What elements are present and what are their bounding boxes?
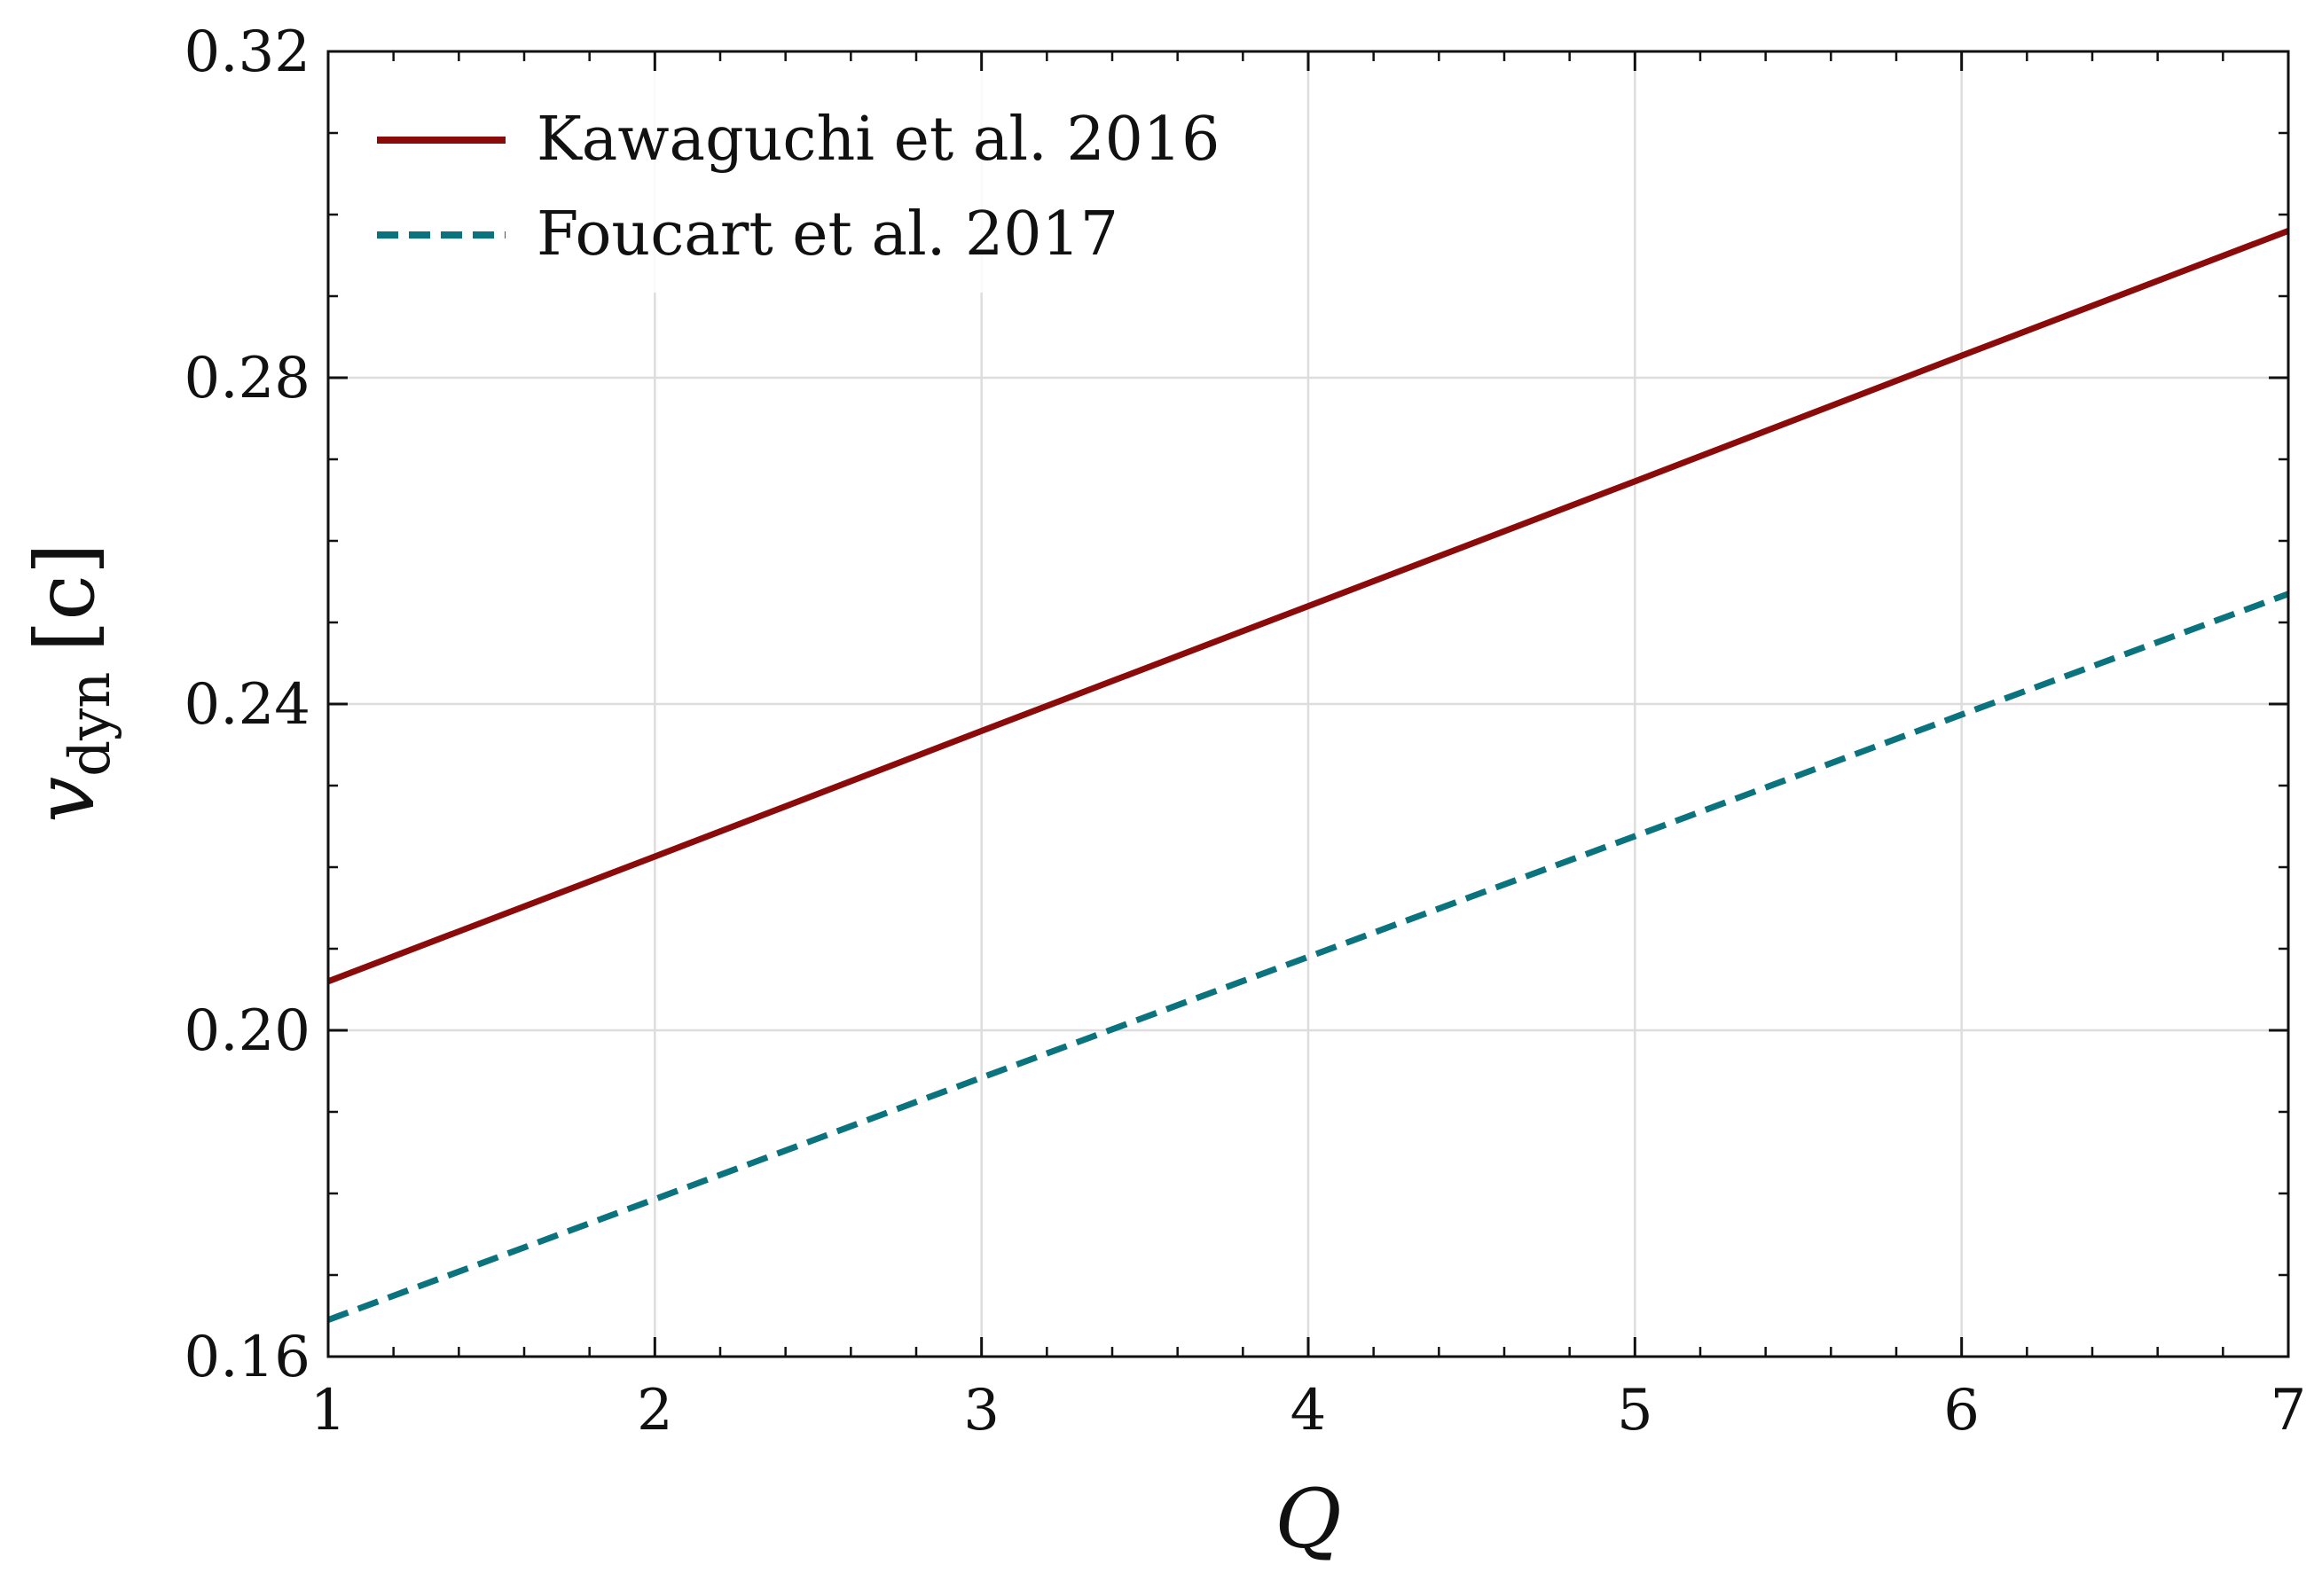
y-axis-label-symbol: v	[18, 777, 113, 823]
series-layer	[326, 228, 2290, 1323]
x-axis-label: Q	[1275, 1472, 1341, 1567]
y-axis-label-unit: [c]	[18, 543, 113, 652]
series-line-1	[326, 228, 2290, 985]
legend-label-2: Foucart et al. 2017	[537, 200, 1118, 270]
y-tick-label: 0.32	[184, 20, 311, 85]
y-tick-label: 0.24	[184, 672, 311, 738]
x-tick-label: 5	[1617, 1378, 1653, 1443]
series-line-2	[326, 591, 2290, 1323]
y-tick-label: 0.28	[184, 346, 311, 411]
x-tick-label: 4	[1290, 1378, 1327, 1443]
x-tick-label: 1	[310, 1378, 347, 1443]
tick-labels: 1 2 3 4 5 6 7 0.16 0.20 0.24 0.28 0.32	[184, 20, 2307, 1443]
y-axis-label-subscript: dyn	[58, 671, 123, 776]
y-axis-label: vdyn [c]	[18, 543, 123, 823]
ticks	[326, 50, 2290, 1358]
x-tick-label: 3	[963, 1378, 1000, 1443]
x-tick-label: 7	[2271, 1378, 2307, 1443]
legend: Kawaguchi et al. 2016 Foucart et al. 2017	[348, 71, 1288, 293]
y-tick-label: 0.16	[184, 1325, 311, 1390]
legend-label-1: Kawaguchi et al. 2016	[537, 105, 1220, 175]
svg-text:vdyn[c]: vdyn [c]	[18, 543, 123, 823]
y-tick-label: 0.20	[184, 998, 311, 1064]
x-tick-label: 2	[637, 1378, 673, 1443]
x-tick-label: 6	[1943, 1378, 1980, 1443]
legend-background	[348, 71, 1288, 293]
